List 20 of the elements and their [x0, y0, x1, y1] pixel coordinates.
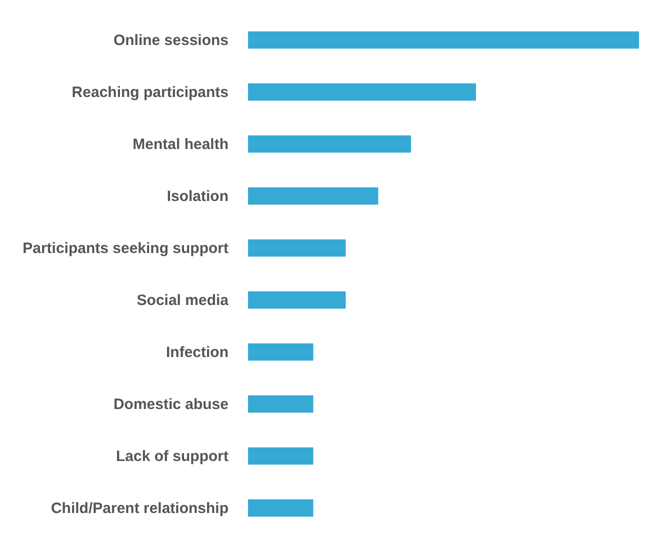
y-tick-label: Mental health — [132, 136, 228, 153]
y-tick-label: Isolation — [166, 188, 228, 205]
y-tick-label: Social media — [136, 292, 230, 309]
bar — [248, 135, 412, 153]
bar — [248, 291, 346, 309]
y-tick-label: Infection — [166, 344, 228, 361]
y-tick-label: Participants seeking support — [22, 240, 228, 257]
bar — [248, 239, 346, 257]
bar — [248, 187, 378, 205]
y-tick-label: Child/Parent relationship — [50, 500, 228, 517]
y-tick-label: Lack of support — [116, 448, 228, 465]
bar — [248, 447, 314, 465]
y-tick-label: Reaching participants — [72, 84, 228, 101]
bar — [248, 83, 476, 101]
bar — [248, 395, 314, 413]
bar — [248, 31, 639, 49]
bar — [248, 499, 314, 517]
bar — [248, 343, 314, 361]
y-tick-label: Online sessions — [113, 32, 228, 49]
y-tick-label: Domestic abuse — [113, 396, 228, 413]
